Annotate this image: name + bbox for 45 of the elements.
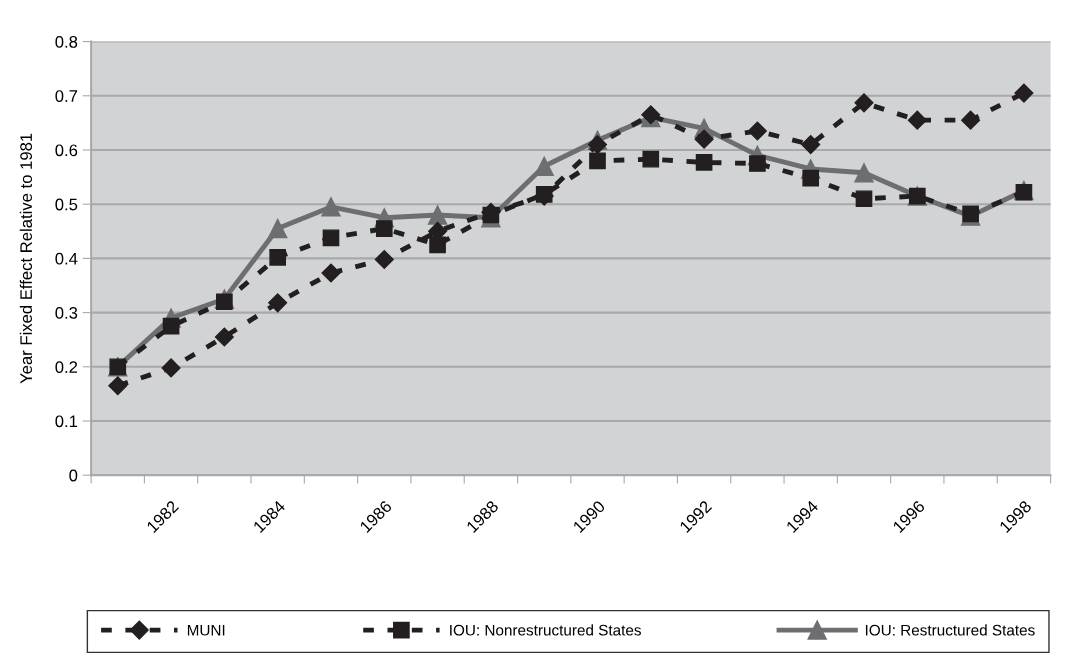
legend-label: IOU: Nonrestructured States: [450, 624, 641, 636]
point: [374, 249, 394, 270]
point: [322, 229, 340, 247]
point: [534, 156, 554, 176]
point: [961, 110, 981, 130]
y-tick-label: 0: [69, 469, 78, 482]
legend-label: MUNI: [187, 624, 225, 636]
point: [695, 154, 713, 171]
point: [855, 190, 873, 208]
y-tick-label: 0.3: [55, 306, 78, 319]
y-tick-label: 0.5: [55, 198, 78, 211]
point: [321, 197, 341, 217]
point: [268, 293, 288, 313]
point: [749, 155, 766, 172]
y-tick-label: 0.7: [55, 90, 78, 102]
point: [429, 236, 446, 254]
point: [694, 129, 714, 149]
point: [1014, 83, 1034, 103]
point: [907, 110, 927, 130]
point: [427, 205, 448, 225]
point: [269, 248, 287, 266]
point: [375, 220, 393, 237]
y-tick-label: 0.8: [55, 35, 78, 48]
point: [216, 293, 233, 311]
point: [801, 135, 821, 155]
point: [802, 169, 820, 187]
point: [854, 163, 874, 183]
y-tick-label: 0.4: [55, 252, 78, 265]
point: [162, 317, 180, 335]
point: [321, 263, 341, 283]
legend-label: IOU: Restructured States: [865, 624, 1035, 636]
y-tick-label: 0.2: [55, 361, 78, 373]
y-tick-label: 0.6: [55, 144, 78, 157]
point: [535, 186, 553, 203]
point: [589, 152, 606, 170]
point: [642, 150, 660, 168]
point: [267, 218, 288, 239]
point: [587, 135, 608, 155]
point: [108, 376, 128, 396]
y-axis-title: Year Fixed Effect Relative to 1981: [19, 133, 33, 384]
point: [214, 327, 234, 347]
point: [747, 121, 767, 141]
point: [854, 93, 874, 113]
point: [161, 358, 181, 378]
y-tick-label: 0.1: [55, 415, 78, 428]
